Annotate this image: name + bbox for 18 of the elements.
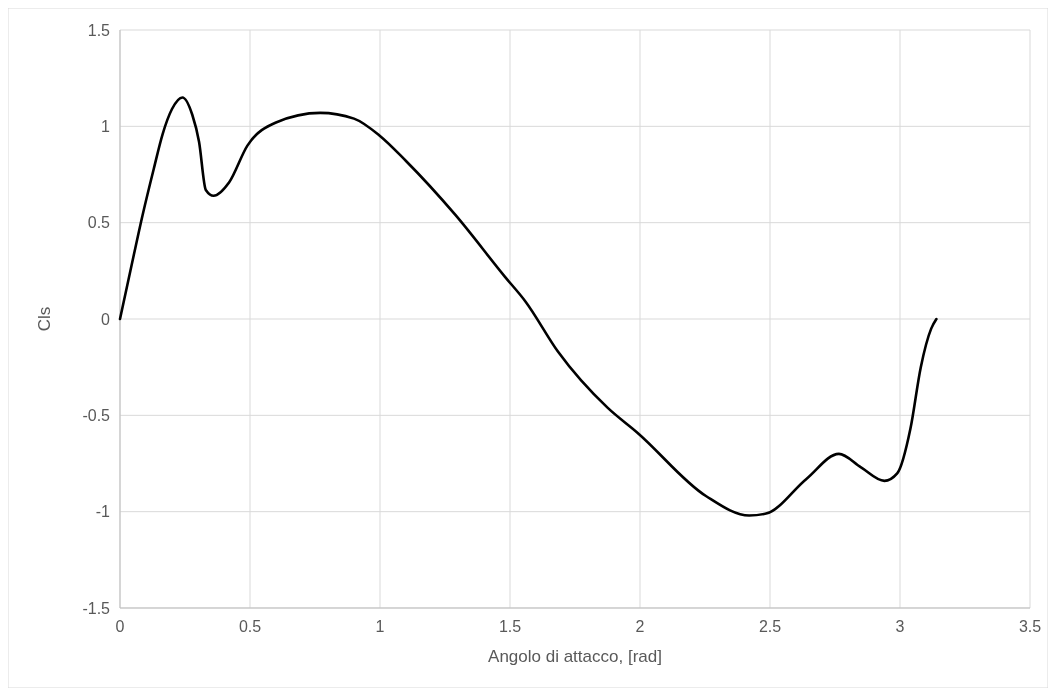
x-tick-label: 1 (375, 618, 385, 635)
x-tick-label: 2.5 (758, 618, 782, 635)
y-tick-label: -1.5 (82, 599, 111, 617)
x-tick-label: 1.5 (498, 618, 522, 635)
y-axis-title: Cls (35, 306, 54, 332)
y-tick-label: 0.5 (87, 214, 111, 232)
y-tick-label: 0 (101, 310, 111, 328)
line-series (118, 96, 938, 517)
y-tick-label: 1 (101, 117, 111, 135)
x-axis-title: Angolo di attacco, [rad] (488, 647, 662, 666)
x-tick-label: 0 (115, 618, 125, 635)
x-tick-label: 2 (635, 618, 645, 635)
x-tick-label: 0.5 (238, 618, 262, 635)
y-tick-label: -1 (95, 503, 111, 521)
y-tick-label: 1.5 (87, 21, 111, 39)
y-tick-label: -0.5 (82, 406, 111, 424)
x-tick-label: 3 (895, 618, 905, 635)
x-tick-label: 3.5 (1018, 618, 1042, 635)
